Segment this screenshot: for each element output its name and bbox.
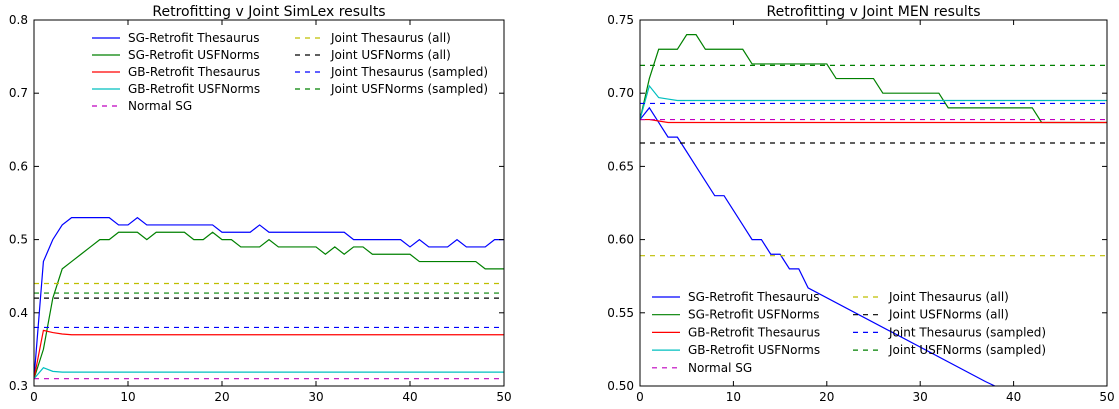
y-tick-label: 0.50: [607, 379, 634, 393]
legend-label: GB-Retrofit Thesaurus: [688, 325, 820, 339]
series-group: [34, 216, 504, 380]
y-tick-label: 0.4: [9, 306, 28, 320]
x-tick-label: 20: [214, 390, 229, 404]
series-gb-retrofit-thesaurus: [34, 329, 504, 379]
legend-label: GB-Retrofit Thesaurus: [128, 65, 260, 79]
axes-frame: [33, 19, 505, 387]
legend-label: Joint Thesaurus (all): [330, 31, 451, 45]
x-tick-label: 20: [819, 390, 834, 404]
series-gb-retrofit-usfnorms: [34, 366, 504, 380]
legend-label: Joint USFNorms (sampled): [330, 82, 488, 96]
legend-label: Normal SG: [688, 361, 752, 375]
y-tick-label: 0.7: [9, 86, 28, 100]
y-tick-label: 0.5: [9, 233, 28, 247]
x-tick-label: 0: [636, 390, 644, 404]
series-gb-retrofit-usfnorms: [640, 84, 1107, 120]
legend-label: Normal SG: [128, 99, 192, 113]
axes-frame: [639, 19, 1108, 387]
series-sg-retrofit-thesaurus: [640, 106, 997, 386]
legend-label: Joint Thesaurus (sampled): [330, 65, 488, 79]
legend-label: SG-Retrofit Thesaurus: [128, 31, 260, 45]
legend-label: Joint USFNorms (all): [888, 308, 1009, 322]
x-tick-label: 40: [402, 390, 417, 404]
x-tick-label: 30: [913, 390, 928, 404]
simlex-chart: Retrofitting v Joint SimLex results 0 10 20…: [9, 4, 512, 404]
y-tick-label: 0.8: [9, 13, 28, 27]
legend-label: Joint Thesaurus (all): [888, 290, 1009, 304]
y-tick-label: 0.70: [607, 86, 634, 100]
legend-label: Joint Thesaurus (sampled): [888, 325, 1046, 339]
legend-label: Joint USFNorms (sampled): [888, 343, 1046, 357]
x-tick-label: 0: [30, 390, 38, 404]
y-tick-label: 0.60: [607, 233, 634, 247]
chart-title: Retrofitting v Joint SimLex results: [152, 4, 385, 20]
series-sg-retrofit-usfnorms: [34, 231, 504, 379]
y-tick-label: 0.75: [607, 13, 634, 27]
x-tick-label: 50: [1099, 390, 1114, 404]
legend: SG-Retrofit Thesaurus SG-Retrofit USFNorm…: [92, 31, 488, 113]
legend-label: SG-Retrofit USFNorms: [128, 48, 260, 62]
x-tick-label: 10: [726, 390, 741, 404]
series-gb-retrofit-thesaurus: [640, 118, 1107, 124]
legend-label: SG-Retrofit USFNorms: [688, 308, 820, 322]
y-tick-label: 0.6: [9, 159, 28, 173]
x-tick-label: 50: [496, 390, 511, 404]
y-tick-label: 0.65: [607, 159, 634, 173]
men-chart: Retrofitting v Joint MEN results 0 10 20 30 4…: [607, 4, 1114, 404]
x-tick-label: 40: [1006, 390, 1021, 404]
series-group: [640, 34, 1107, 386]
legend-label: GB-Retrofit USFNorms: [688, 343, 820, 357]
x-tick-label: 10: [120, 390, 135, 404]
series-sg-retrofit-usfnorms: [640, 34, 1107, 124]
y-tick-label: 0.3: [9, 379, 28, 393]
chart-title: Retrofitting v Joint MEN results: [767, 4, 981, 20]
series-sg-retrofit-thesaurus: [34, 216, 504, 379]
legend-label: SG-Retrofit Thesaurus: [688, 290, 820, 304]
legend-label: Joint USFNorms (all): [330, 48, 451, 62]
legend: SG-Retrofit Thesaurus SG-Retrofit USFNorm…: [652, 290, 1046, 375]
x-tick-label: 30: [308, 390, 323, 404]
y-tick-label: 0.55: [607, 306, 634, 320]
legend-label: GB-Retrofit USFNorms: [128, 82, 260, 96]
